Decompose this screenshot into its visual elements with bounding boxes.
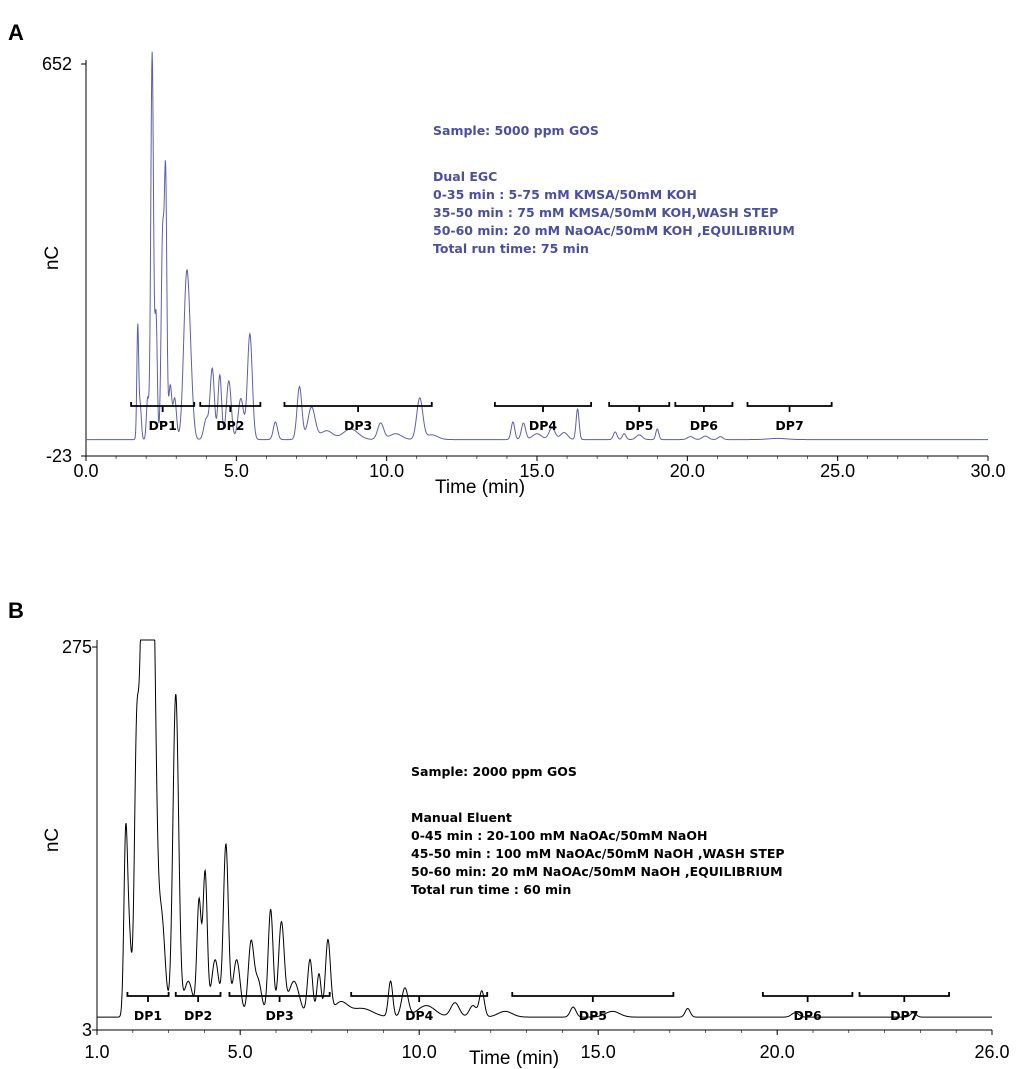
dp-label: DP6 [794,1008,823,1023]
panel-b-x-axis-label: Time (min) [469,1048,559,1069]
method-annotation-line: 45-50 min : 100 mM NaOAc/50mM NaOH ,WASH… [411,846,785,861]
panel-a-y-axis-label: nC [42,246,63,270]
y-tick-label: 275 [62,637,92,657]
x-tick-label: 5.0 [228,1042,253,1062]
x-tick-label: 25.0 [820,461,855,481]
dp-label: DP7 [775,418,803,433]
panel-b-y-axis-label: nC [42,828,63,852]
x-tick-label: 0.0 [73,461,98,481]
method-annotation-line: Total run time : 60 min [411,882,571,897]
dp-label: DP2 [216,418,244,433]
x-tick-label: 20.0 [670,461,705,481]
method-annotation-line: 0-45 min : 20-100 mM NaOAc/50mM NaOH [411,828,707,843]
x-tick-label: 26.0 [974,1042,1009,1062]
dp-label: DP5 [579,1008,607,1023]
y-tick-label: -23 [46,446,72,466]
panel-a-plot: 652 -230.0 5.0 10.0 15.0 20.0 25.0 30.0 DP1 DP2 DP… [42,52,1006,481]
dp-label: DP1 [149,418,177,433]
dp-bracket [675,402,732,412]
dp-bracket [747,402,831,412]
dp-label: DP2 [184,1008,212,1023]
dp-bracket [284,402,431,412]
method-annotation-line: Sample: 5000 ppm GOS [433,123,599,138]
x-tick-label: 1.0 [84,1042,109,1062]
dp-bracket [351,992,487,1002]
dp-bracket [763,992,853,1002]
panel-b-plot: 275 31.0 5.0 10.0 15.0 20.0 26.0 DP1 DP2 DP3 DP4 DP… [62,637,1010,1062]
method-annotation-line: 35-50 min : 75 mM KMSA/50mM KOH,WASH STE… [433,205,778,220]
dp-bracket [176,992,221,1002]
x-tick-label: 10.0 [369,461,404,481]
x-tick-label: 10.0 [402,1042,437,1062]
method-annotation-line: Dual EGC [433,169,497,184]
method-annotation-line: 50-60 min: 20 mM NaOAc/50mM NaOH ,EQUILI… [411,864,783,879]
dp-bracket [127,992,168,1002]
panel-b-letter: B [8,598,24,623]
dp-label: DP7 [890,1008,918,1023]
panel-a-letter: A [8,20,24,45]
dp-label: DP3 [265,1008,293,1023]
dp-bracket [512,992,673,1002]
x-tick-label: 30.0 [970,461,1005,481]
y-tick-label: 652 [42,54,72,74]
dp-label: DP4 [529,418,558,433]
x-tick-label: 5.0 [224,461,249,481]
x-tick-label: 15.0 [581,1042,616,1062]
x-tick-label: 15.0 [519,461,554,481]
y-tick-label: 3 [82,1020,92,1040]
dp-label: DP1 [134,1008,162,1023]
dp-bracket [860,992,950,1002]
dp-label: DP4 [405,1008,434,1023]
dp-label: DP6 [690,418,719,433]
method-annotation-line: 50-60 min: 20 mM NaOAc/50mM KOH ,EQUILIB… [433,223,795,238]
method-annotation-line: 0-35 min : 5-75 mM KMSA/50mM KOH [433,187,697,202]
dp-bracket [609,402,669,412]
dp-label: DP5 [625,418,653,433]
panel-a: A nC Time (min) 652 -230.0 5.0 10.0 15.0 20.0… [8,20,1006,498]
dp-label: DP3 [344,418,372,433]
x-tick-label: 20.0 [760,1042,795,1062]
method-annotation-line: Total run time: 75 min [433,241,589,256]
method-annotation-line: Manual Eluent [411,810,512,825]
panel-b: B nC Time (min) 275 31.0 5.0 10.0 15.0 20.0 26… [8,598,1010,1069]
method-annotation-line: Sample: 2000 ppm GOS [411,764,577,779]
panel-a-x-axis-label: Time (min) [435,477,525,498]
